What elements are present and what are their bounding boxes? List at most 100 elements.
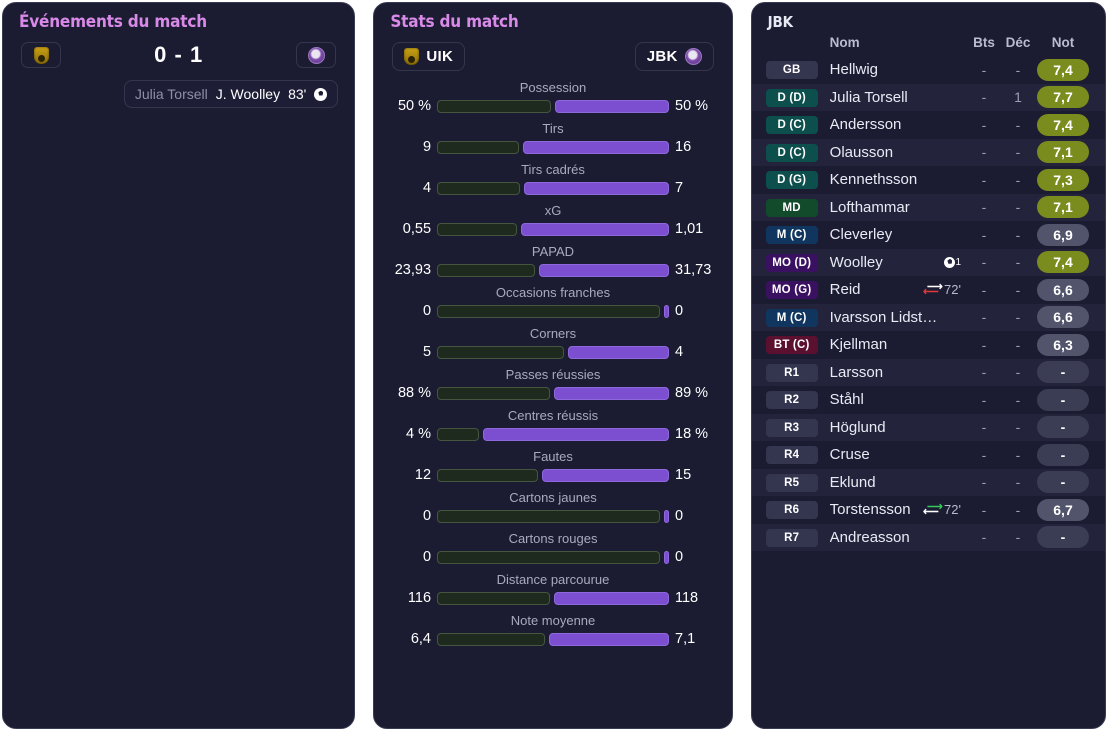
position-badge: D (D) [765, 88, 818, 107]
header-assists[interactable]: Déc [1005, 35, 1031, 50]
player-goals: - [981, 199, 987, 216]
player-name-cell[interactable]: Larsson [822, 364, 967, 381]
player-assists: - [1015, 171, 1021, 188]
player-rating-cell: - [1035, 526, 1091, 549]
player-name-cell[interactable]: Ståhl [822, 391, 967, 408]
stat-away-bar [664, 304, 669, 318]
squad-row[interactable]: BT (C) Kjellman - -6,3 [752, 331, 1105, 359]
stat-label: Cartons rouges [508, 531, 598, 546]
stats-list: Possession 50 % 50 % Tirs 9 16 Tirs cadrés 4 7 xG… [374, 73, 731, 647]
player-name: Lofthammar [829, 198, 910, 216]
header-goals[interactable]: Bts [973, 35, 995, 50]
player-goal-marker: 1 [944, 256, 967, 268]
events-panel-title: Événements du match [19, 12, 207, 32]
player-name-cell[interactable]: Julia Torsell [822, 89, 967, 106]
player-position-cell: D (C) [765, 143, 822, 162]
stat-away-bar [664, 550, 669, 564]
away-team-chip[interactable]: JBK [634, 42, 714, 71]
player-rating-cell: 6,7 [1035, 498, 1091, 521]
position-badge: GB [765, 61, 818, 80]
squad-row[interactable]: R2 Ståhl - - - [752, 386, 1105, 414]
stat-label: xG [544, 203, 562, 218]
player-name-cell[interactable]: Ivarsson Lidst… [822, 309, 967, 326]
header-name[interactable]: Nom [829, 35, 860, 50]
rating-badge: - [1037, 361, 1089, 384]
rating-badge: 6,6 [1037, 306, 1089, 329]
player-name-cell[interactable]: Hellwig [822, 61, 967, 78]
player-name-cell[interactable]: Eklund [822, 474, 967, 491]
rating-badge: 6,6 [1037, 278, 1089, 301]
player-rating-cell: 7,3 [1035, 168, 1091, 191]
stat-home-value: 5 [422, 344, 432, 360]
stat-home-value: 116 [407, 590, 432, 606]
stat-row: Corners 5 4 [374, 319, 731, 360]
squad-panel: JBK Nom Bts Déc Not GB Hellwig - -7,4 D (D) J… [750, 2, 1106, 729]
player-assists: - [1015, 391, 1021, 408]
stat-row: Tirs cadrés 4 7 [374, 155, 731, 196]
sub-off-icon: ⟶ ⟵ [923, 281, 943, 298]
rating-badge: 7,7 [1037, 86, 1089, 109]
player-goals: - [981, 419, 987, 436]
squad-row[interactable]: R1 Larsson - - - [751, 358, 1105, 386]
stat-home-value: 9 [422, 139, 432, 155]
stat-home-bar [437, 345, 564, 359]
stat-away-bar [549, 632, 669, 646]
squad-row[interactable]: R5 Eklund - - - [751, 468, 1105, 496]
home-team-chip[interactable]: UIK [392, 42, 466, 71]
event-scorer: J. Woolley [215, 86, 281, 102]
header-rating[interactable]: Not [1051, 35, 1075, 50]
player-name-cell[interactable]: Lofthammar [822, 199, 967, 216]
player-name-cell[interactable]: Cruse [822, 446, 967, 463]
stat-away-bar [542, 468, 669, 482]
player-rating-cell: 7,1 [1035, 141, 1091, 164]
squad-row[interactable]: MO (D) Woolley 1- -7,4 [751, 248, 1105, 276]
stat-label: PAPAD [531, 244, 575, 259]
player-name-cell[interactable]: Kennethsson [822, 171, 967, 188]
squad-row[interactable]: R6 Torstensson ⟶ ⟵ 72' - -6,7 [752, 496, 1105, 524]
stat-home-bar [437, 427, 479, 441]
stat-row: PAPAD 23,93 31,73 [374, 237, 731, 278]
player-position-cell: D (G) [765, 170, 822, 190]
player-assists: - [1015, 364, 1021, 381]
home-crest-button[interactable] [21, 42, 61, 68]
player-name-cell[interactable]: Andersson [822, 116, 967, 133]
squad-row[interactable]: D (D) Julia Torsell - 1 7,7 [751, 83, 1105, 111]
player-name-cell[interactable]: Torstensson ⟶ ⟵ 72' [822, 501, 967, 518]
squad-row[interactable]: R4 Cruse - - - [752, 441, 1105, 469]
stat-row: Distance parcourue 116 118 [374, 565, 731, 606]
squad-row[interactable]: MD Lofthammar - -7,1 [751, 193, 1105, 221]
player-goals: - [981, 446, 987, 463]
rating-badge: - [1037, 388, 1089, 411]
stat-away-value: 4 [675, 344, 684, 360]
player-name-cell[interactable]: Woolley 1 [822, 254, 967, 271]
away-crest-button[interactable] [296, 42, 337, 68]
player-rating-cell: 6,6 [1035, 278, 1091, 301]
player-name-cell[interactable]: Reid ⟶ ⟵ 72' [822, 281, 967, 298]
score-text: 0 - 1 [154, 42, 204, 67]
squad-row[interactable]: R3 Höglund - - - [751, 413, 1105, 441]
player-name-cell[interactable]: Cleverley [822, 226, 967, 243]
player-name: Höglund [829, 418, 886, 436]
squad-row[interactable]: D (C) Andersson - -7,4 [752, 111, 1105, 139]
player-name-cell[interactable]: Olausson [822, 144, 967, 161]
player-rating-cell: 6,6 [1035, 306, 1091, 329]
squad-row[interactable]: M (C) Cleverley - -6,9 [752, 221, 1105, 249]
stat-label: Distance parcourue [496, 572, 610, 587]
squad-row[interactable]: R7 Andreasson - - - [751, 523, 1105, 551]
squad-row[interactable]: D (G) Kennethsson - -7,3 [752, 166, 1105, 194]
player-rating-cell: 7,4 [1035, 113, 1091, 136]
squad-row[interactable]: M (C) Ivarsson Lidst… - -6,6 [751, 303, 1105, 331]
squad-row[interactable]: D (C) Olausson - -7,1 [751, 138, 1105, 166]
stat-row: Note moyenne 6,4 7,1 [374, 606, 731, 647]
stat-row: Occasions franches 0 0 [374, 278, 731, 319]
match-events-panel: Événements du match 0 - 1 Julia Torsell J… [2, 2, 356, 729]
player-name-cell[interactable]: Kjellman [822, 336, 967, 353]
squad-row[interactable]: MO (G) Reid ⟶ ⟵ 72' - -6,6 [752, 276, 1105, 304]
player-name-cell[interactable]: Höglund [822, 419, 967, 436]
stat-home-value: 4 [422, 180, 432, 196]
player-position-cell: R2 [765, 390, 822, 410]
squad-row[interactable]: GB Hellwig - -7,4 [752, 56, 1105, 84]
goal-event-chip[interactable]: Julia Torsell J. Woolley 83' [123, 80, 339, 108]
player-name-cell[interactable]: Andreasson [822, 529, 967, 546]
player-goals: - [981, 364, 987, 381]
